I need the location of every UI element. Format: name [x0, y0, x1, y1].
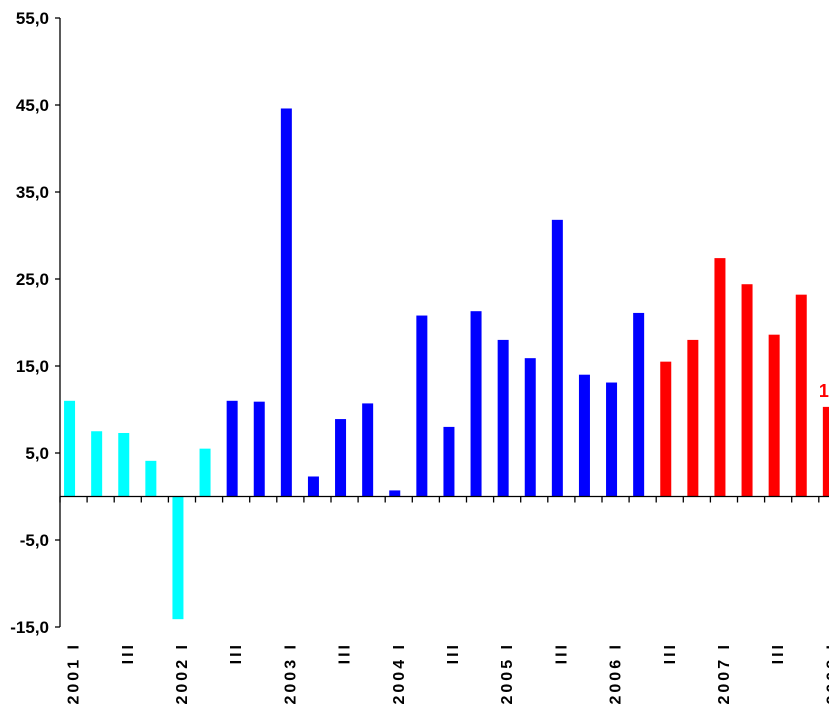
bar [118, 432, 130, 497]
x-axis: 2001 I III 2002 I III 2003 I III 2004 I III 2005… [59, 495, 829, 704]
bar [335, 419, 347, 497]
data-label: 10,3 [819, 381, 829, 401]
y-tick-label: -15,0 [10, 618, 49, 637]
y-tick-label: 5,0 [25, 444, 49, 463]
bar [172, 496, 184, 620]
bar [822, 406, 829, 497]
x-tick-label: III [553, 642, 570, 664]
data-labels: 10,3 [819, 381, 829, 401]
bar [524, 358, 536, 497]
x-tick-label: 2004 I [391, 642, 408, 704]
y-tick-label: -5,0 [20, 531, 49, 550]
x-tick-label: III [120, 642, 137, 664]
bar [253, 401, 265, 497]
x-tick-label: 2001 I [66, 642, 83, 704]
bar [660, 361, 672, 497]
bar [145, 460, 157, 497]
bar [362, 403, 374, 497]
bar [551, 219, 563, 497]
x-tick-label: III [770, 642, 787, 664]
bar [389, 490, 401, 497]
bar [578, 374, 590, 497]
bar [768, 334, 780, 497]
y-axis: 55,0 45,0 35,0 25,0 15,0 5,0 -5,0 -15,0 [10, 9, 61, 637]
bar [497, 339, 509, 497]
x-tick-label: III [662, 642, 679, 664]
y-tick-label: 25,0 [16, 270, 49, 289]
bar [226, 400, 238, 497]
bar [606, 382, 618, 497]
x-tick-label: 2006 I [608, 642, 625, 704]
y-tick-label: 55,0 [16, 9, 49, 28]
bar [307, 476, 319, 497]
bar [443, 426, 455, 497]
bar [199, 448, 211, 497]
x-tick-label: III [445, 642, 462, 664]
x-tick-label: 2005 I [499, 642, 516, 704]
bar [91, 431, 103, 497]
bar [470, 311, 482, 497]
bar [633, 312, 645, 497]
bar [714, 258, 726, 497]
bar [687, 339, 699, 497]
bar [795, 294, 807, 497]
bars [64, 108, 829, 620]
bar [416, 315, 428, 497]
y-tick-label: 45,0 [16, 96, 49, 115]
bar [741, 284, 753, 497]
x-tick-label: 2002 I [174, 642, 191, 704]
x-tick-label: 2007 I [716, 642, 733, 704]
x-tick-label: 2008 I [824, 642, 829, 704]
y-tick-label: 15,0 [16, 357, 49, 376]
x-tick-label: 2003 I [282, 642, 299, 704]
x-tick-label: III [228, 642, 245, 664]
x-tick-label: III [337, 642, 354, 664]
bar [280, 108, 292, 497]
bar [64, 400, 76, 497]
y-tick-label: 35,0 [16, 183, 49, 202]
